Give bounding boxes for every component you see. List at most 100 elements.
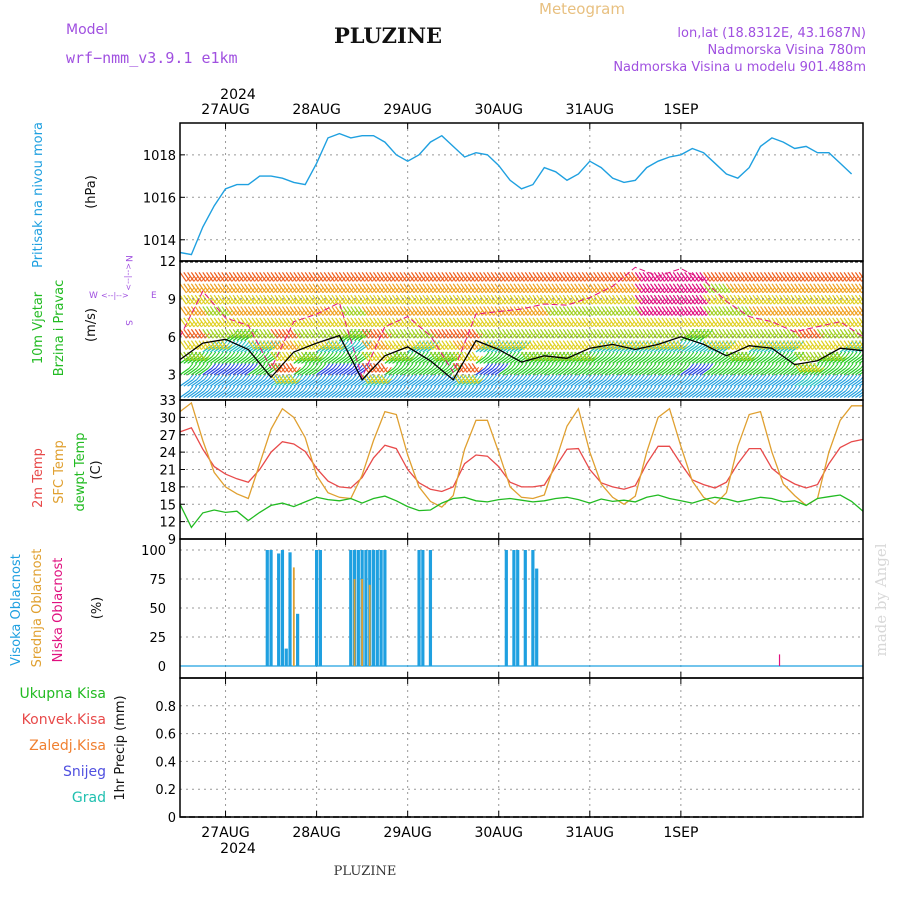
wind-barb — [191, 379, 201, 387]
wind-barb — [422, 306, 430, 316]
wind-barb — [329, 351, 334, 358]
wind-barb — [503, 374, 509, 381]
wind-barb — [422, 328, 430, 339]
wind-barb — [380, 379, 391, 387]
wind-barb — [718, 328, 726, 339]
wind-barb — [699, 294, 707, 305]
wind-barb — [289, 340, 297, 350]
wind-barb — [524, 367, 535, 376]
wind-barb — [354, 317, 362, 328]
wind-barb — [255, 294, 263, 305]
wind-barb — [354, 294, 362, 305]
wind-barb — [604, 294, 612, 305]
wind-barb — [719, 385, 725, 392]
wind-barb — [869, 276, 873, 281]
wind-barb — [828, 294, 836, 305]
wind-barb — [608, 294, 616, 305]
wind-barb — [851, 294, 859, 305]
wind-barb — [608, 272, 616, 282]
wind-barb — [852, 374, 858, 381]
wind-barb — [763, 317, 772, 328]
wind-barb — [581, 306, 590, 316]
wind-barb — [729, 328, 737, 339]
wind-barb — [776, 385, 782, 392]
wind-barb — [613, 363, 619, 369]
wind-barb — [350, 328, 358, 339]
wind-barb — [464, 351, 472, 362]
wind-barb — [391, 283, 400, 294]
wind-barb — [180, 283, 187, 294]
wind-barb — [407, 283, 415, 294]
wind-barb — [517, 390, 528, 398]
wind-barb — [410, 328, 419, 339]
wind-barb — [206, 283, 214, 294]
wind-barb — [412, 385, 418, 392]
wind-barb — [564, 385, 570, 392]
wind-barb — [810, 385, 816, 392]
wind-barb — [475, 379, 486, 387]
wind-barb — [244, 367, 254, 376]
wind-barb — [225, 283, 233, 294]
wind-barb — [704, 385, 710, 392]
wind-barb — [824, 367, 835, 376]
wind-barb — [756, 317, 764, 328]
wind-barb — [313, 374, 319, 381]
wind-barb — [338, 317, 347, 328]
wind-barb — [460, 328, 468, 339]
wind-barb — [183, 340, 191, 350]
wind-barb — [213, 306, 221, 316]
wind-barb — [445, 294, 453, 305]
wind-barb — [593, 340, 601, 350]
wind-barb — [429, 317, 438, 328]
wind-barb — [695, 345, 706, 353]
wind-barb — [590, 374, 596, 381]
wind-barb — [316, 306, 324, 316]
wind-barb — [225, 294, 233, 305]
wind-barb — [638, 294, 646, 305]
wind-barb — [401, 385, 406, 392]
wind-barb — [624, 363, 630, 369]
wind-barb — [551, 367, 562, 376]
wind-barb — [488, 363, 494, 369]
wind-barb — [441, 294, 449, 305]
wind-barb — [647, 385, 653, 392]
wind-barb — [347, 363, 353, 369]
wind-barb — [674, 363, 680, 369]
wind-barb — [316, 367, 326, 376]
wind-barb — [697, 363, 702, 369]
wind-barb — [210, 390, 220, 398]
wind-barb — [236, 367, 247, 376]
wind-barb — [737, 379, 748, 387]
wind-barb — [391, 351, 400, 362]
wind-barb — [183, 351, 191, 362]
wind-barb — [361, 283, 369, 294]
wind-barb — [623, 283, 631, 294]
wind-barb — [809, 351, 817, 362]
wind-barb — [631, 356, 641, 364]
wind-barb — [627, 379, 638, 387]
wind-barb — [674, 385, 680, 392]
wind-barb — [676, 379, 687, 387]
wind-barb — [854, 294, 863, 305]
wind-barb — [708, 385, 714, 392]
wind-barb — [767, 283, 775, 294]
wind-barb — [521, 328, 529, 339]
wind-barb — [612, 294, 620, 305]
wind-barb — [418, 306, 426, 316]
wind-barb — [737, 283, 745, 294]
wind-barb — [866, 311, 870, 316]
wind-barb — [304, 379, 315, 387]
wind-barb — [423, 385, 429, 392]
wind-barb — [820, 272, 829, 282]
wind-barb — [351, 363, 357, 369]
wind-barb — [198, 294, 206, 305]
wind-barb — [767, 340, 775, 350]
wind-barb — [653, 356, 664, 364]
wind-barb — [662, 374, 668, 381]
wind-barb — [431, 385, 437, 392]
wind-barb — [676, 340, 684, 350]
wind-barb — [642, 356, 653, 364]
wind-barb — [513, 390, 524, 398]
wind-barb — [722, 306, 730, 316]
t2m-line — [179, 426, 864, 493]
